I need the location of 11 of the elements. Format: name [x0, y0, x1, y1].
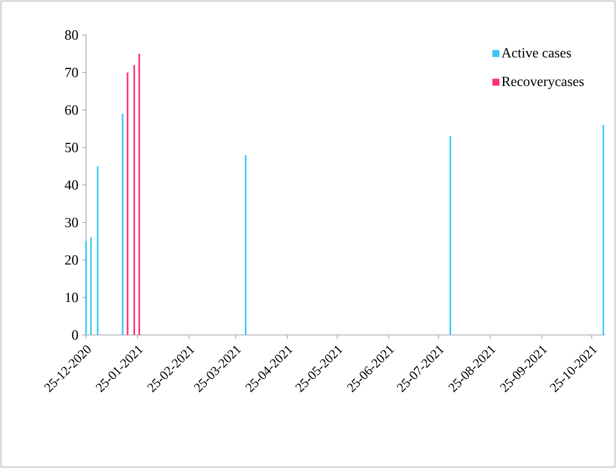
- y-tick-label: 40: [64, 180, 78, 190]
- y-tick-label: 30: [65, 218, 78, 228]
- y-tick-label: 0: [72, 330, 78, 340]
- y-tick-label: 70: [65, 68, 78, 78]
- legend-label: Recoverycases: [502, 76, 584, 90]
- legend-label: Active cases: [502, 48, 571, 58]
- y-tick-label: 10: [66, 292, 78, 302]
- y-tick-label: 20: [65, 255, 78, 265]
- y-tick-label: 60: [65, 105, 78, 115]
- y-tick-label: 80: [65, 30, 78, 40]
- y-tick-label: 50: [65, 142, 78, 152]
